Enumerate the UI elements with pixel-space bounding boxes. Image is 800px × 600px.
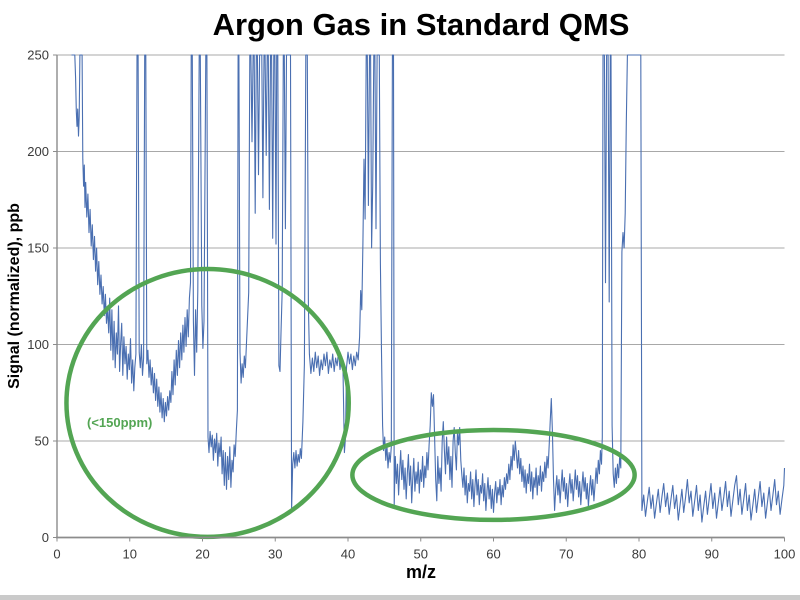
y-tick-label-200: 200 xyxy=(27,144,49,159)
chart-title: Argon Gas in Standard QMS xyxy=(212,7,630,42)
signal-trace xyxy=(71,54,786,523)
x-tick-label-20: 20 xyxy=(195,547,209,562)
x-tick-label-90: 90 xyxy=(705,547,719,562)
annotation-ellipse-mid-mass-region xyxy=(350,427,637,523)
x-tick-label-40: 40 xyxy=(341,547,355,562)
y-tick-label-0: 0 xyxy=(42,530,49,545)
bottom-edge-strip xyxy=(0,595,800,600)
y-axis-title: Signal (normalized), ppb xyxy=(6,203,23,389)
y-tick-label-50: 50 xyxy=(35,434,49,449)
y-tick-label-100: 100 xyxy=(27,337,49,352)
x-tick-label-50: 50 xyxy=(414,547,428,562)
x-tick-label-10: 10 xyxy=(123,547,137,562)
x-axis-title: m/z xyxy=(405,562,436,582)
x-tick-label-0: 0 xyxy=(53,547,60,562)
y-tick-label-250: 250 xyxy=(27,48,49,63)
x-tick-label-100: 100 xyxy=(774,547,796,562)
x-tick-label-70: 70 xyxy=(559,547,573,562)
x-tick-label-30: 30 xyxy=(268,547,282,562)
x-tick-label-60: 60 xyxy=(486,547,500,562)
y-tick-label-150: 150 xyxy=(27,241,49,256)
x-tick-label-80: 80 xyxy=(632,547,646,562)
low-mass-annotation-label: (<150ppm) xyxy=(87,415,153,430)
